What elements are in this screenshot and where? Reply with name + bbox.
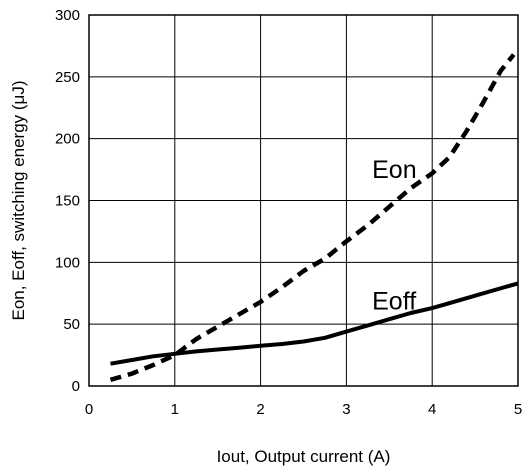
y-tick-label: 200 [55, 131, 80, 148]
y-tick-label: 0 [72, 378, 80, 395]
y-tick-label: 150 [55, 193, 80, 210]
y-tick-label: 250 [55, 69, 80, 86]
y-tick-labels: 0 50 100 150 200 250 300 [55, 7, 80, 395]
series-line-eon [109, 53, 516, 382]
x-tick-labels: 0 1 2 3 4 5 [85, 401, 522, 418]
series-group [109, 53, 519, 382]
y-tick-label: 300 [55, 7, 80, 24]
series-labels: Eon Eoff [372, 156, 416, 315]
series-label-eoff: Eoff [372, 287, 416, 315]
x-tick-label: 5 [514, 401, 522, 418]
x-tick-label: 3 [342, 401, 350, 418]
x-tick-label: 4 [428, 401, 436, 418]
x-tick-label: 1 [171, 401, 179, 418]
x-axis-title: Iout, Output current (A) [217, 447, 391, 466]
plot-frame [88, 14, 519, 387]
y-tick-label: 100 [55, 254, 80, 271]
x-tick-label: 0 [85, 401, 93, 418]
x-tick-label: 2 [256, 401, 264, 418]
y-tick-label: 50 [63, 316, 80, 333]
series-label-eon: Eon [372, 156, 416, 184]
grid [88, 14, 519, 387]
series-line-eoff [110, 281, 519, 366]
y-axis-title: Eon, Eoff, switching energy (μJ) [9, 80, 28, 320]
